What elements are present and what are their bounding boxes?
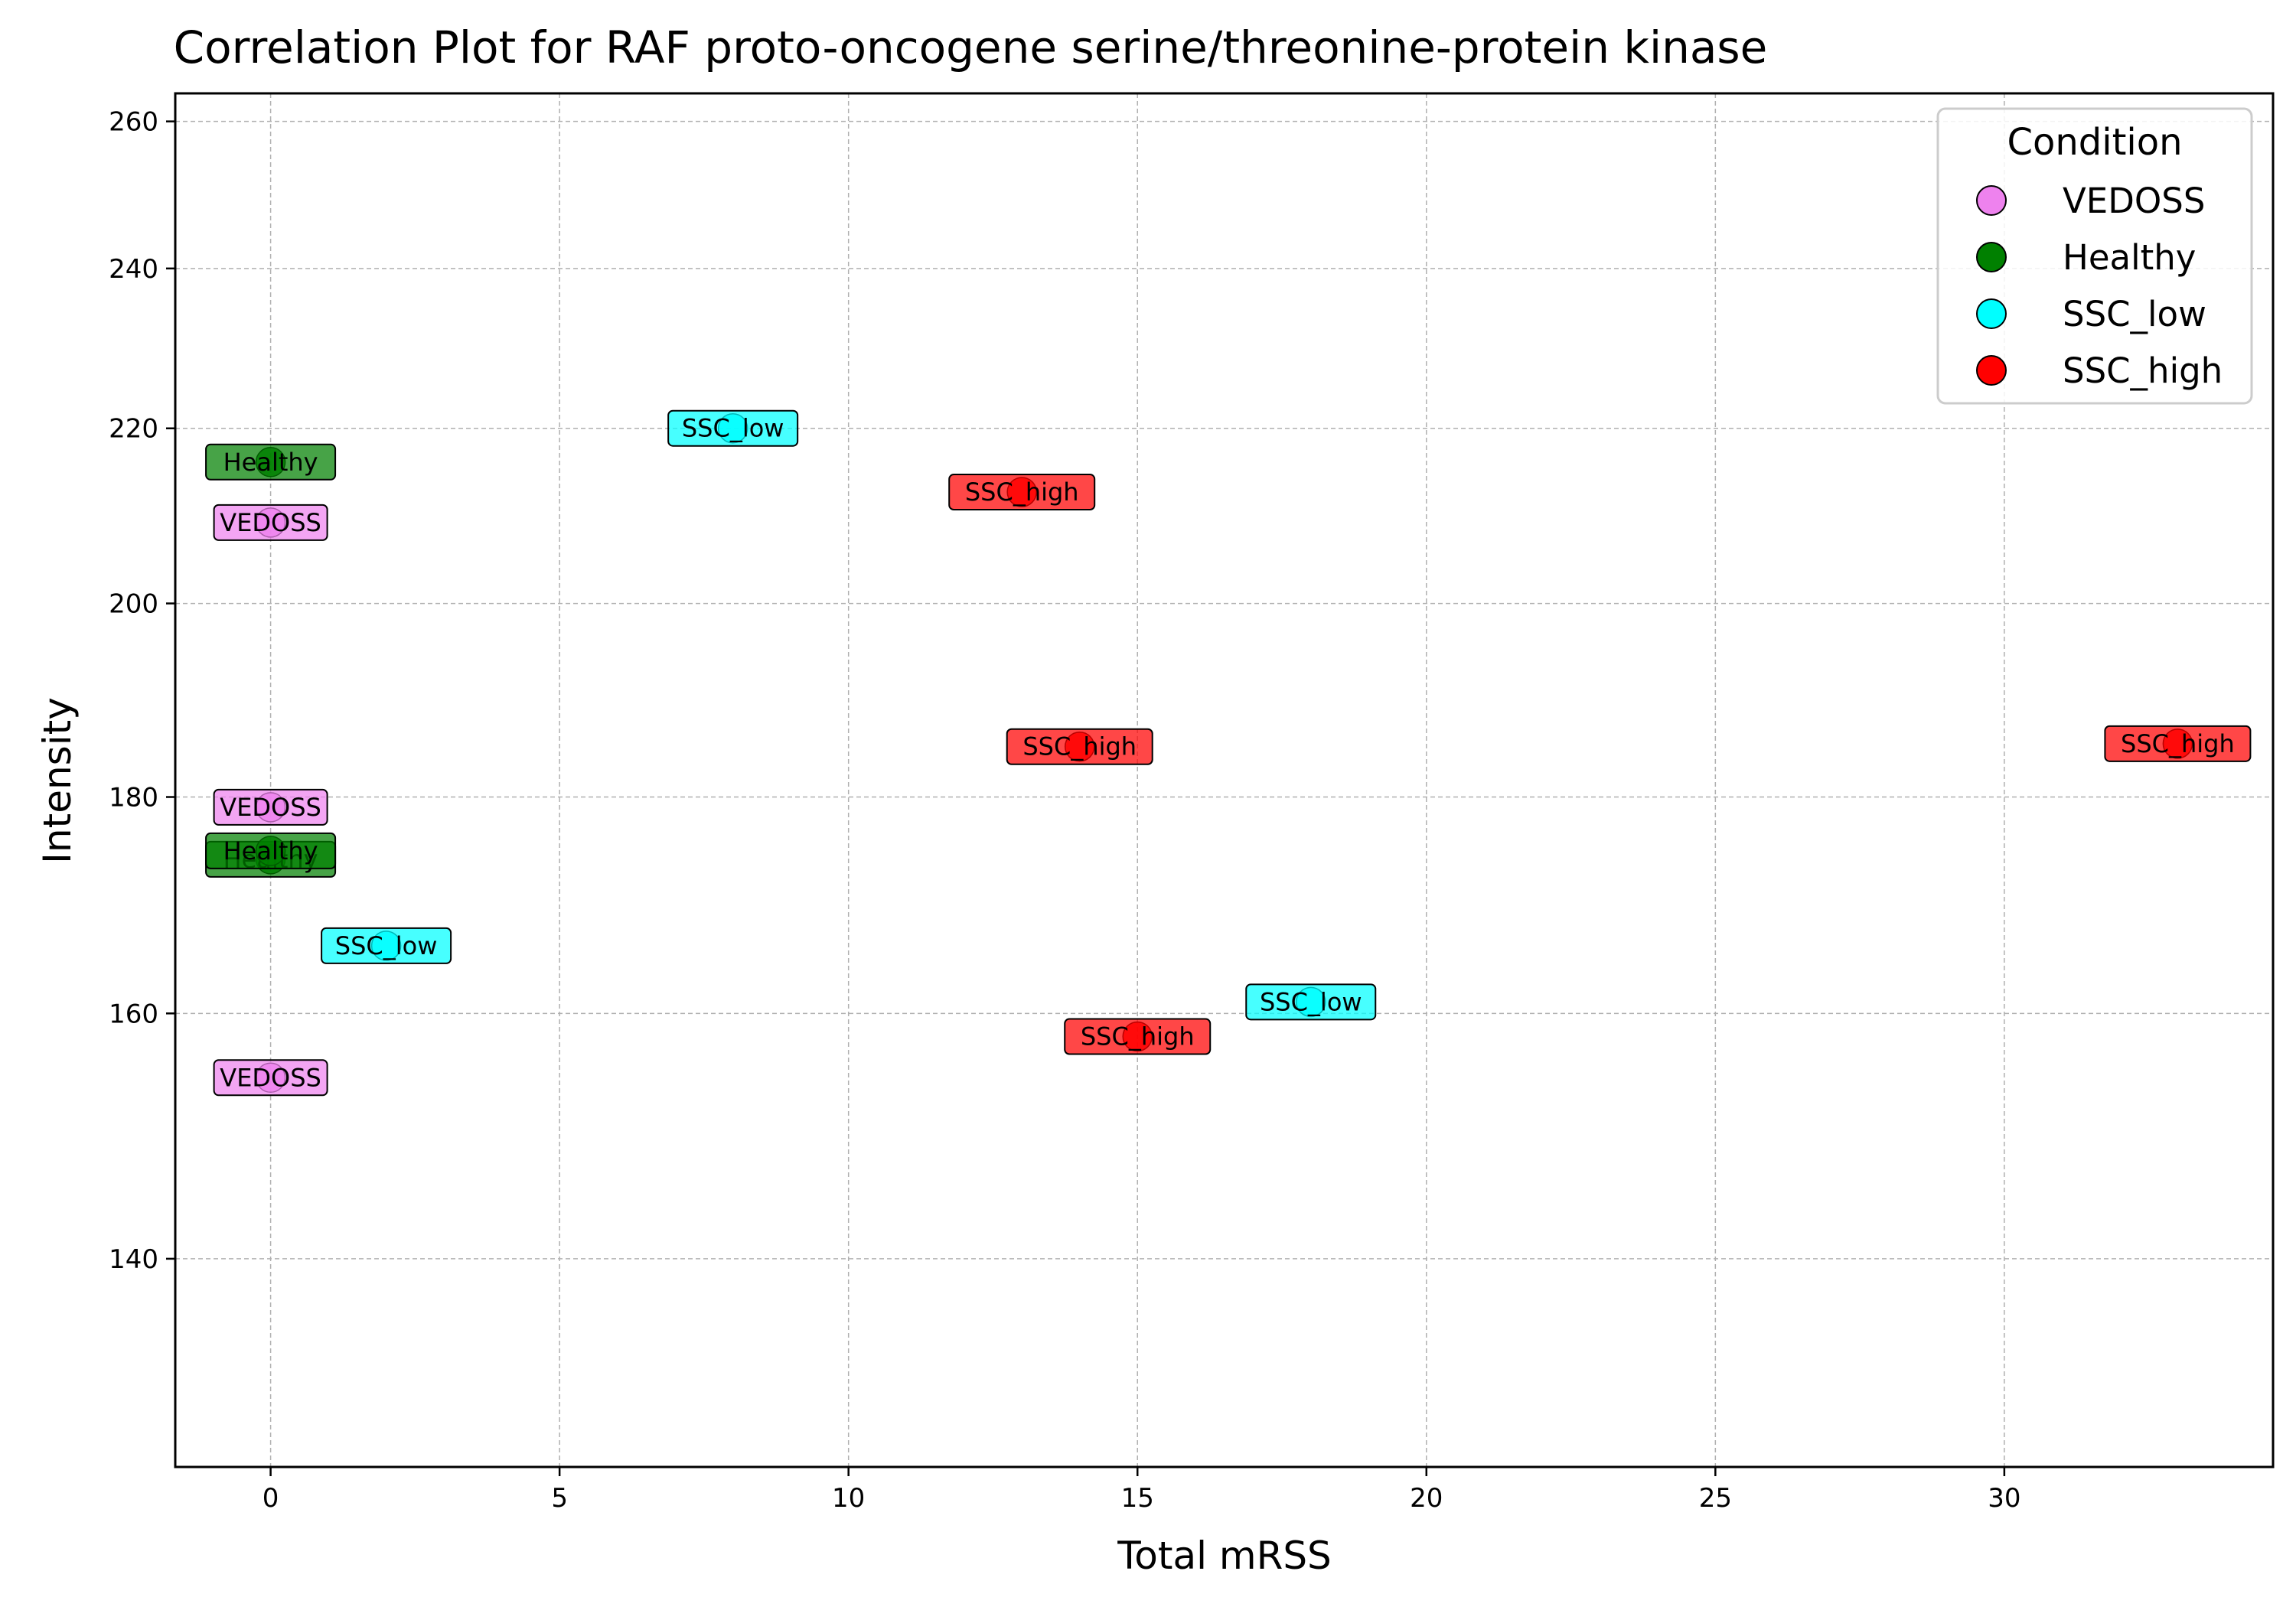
point-label-box — [213, 788, 328, 826]
plot-frame — [174, 92, 2275, 1468]
point-label-box — [321, 927, 452, 964]
point-label-box — [205, 832, 337, 869]
legend-box — [1936, 107, 2253, 405]
point-label-box — [1006, 728, 1153, 765]
point-label: SSC_low — [682, 414, 784, 443]
point-label: Healthy — [223, 448, 318, 477]
y-axis: 140 160 180 200 220 240 260 — [109, 107, 175, 1275]
y-tick-label: 180 — [109, 783, 158, 813]
point-label: SSC_high — [965, 478, 1079, 507]
x-tick-label: 15 — [1121, 1483, 1154, 1514]
point-label-box — [667, 409, 799, 447]
x-tick-label: 5 — [551, 1483, 568, 1514]
point-label: VEDOSS — [220, 1063, 321, 1092]
point-label: VEDOSS — [220, 793, 321, 822]
point-label: VEDOSS — [220, 508, 321, 537]
x-tick-label: 20 — [1410, 1483, 1443, 1514]
x-tick-label: 30 — [1988, 1483, 2020, 1514]
legend-title: Condition — [2007, 121, 2182, 164]
y-axis-label: Intensity — [35, 697, 80, 864]
point-label: SSC_low — [335, 931, 438, 960]
point-label-box — [1245, 983, 1377, 1021]
point-label-box — [2104, 725, 2252, 762]
gridlines — [175, 93, 2273, 1467]
chart-title: Correlation Plot for RAF proto-oncogene … — [174, 21, 1768, 73]
x-axis: 0 5 10 15 20 25 30 — [263, 1467, 2021, 1514]
legend-marker — [1976, 298, 2007, 329]
data-points: HealthyVEDOSSVEDOSSHealthyHealthyVEDOSSS… — [205, 409, 2252, 1097]
point-label: SSC_low — [1260, 987, 1362, 1016]
point-label-box — [213, 504, 328, 541]
x-axis-label: Total mRSS — [1117, 1534, 1332, 1578]
y-tick-label: 260 — [109, 107, 158, 138]
legend-entry-label: Healthy — [2063, 237, 2196, 278]
point-label: SSC_high — [1022, 732, 1137, 761]
point-label-box — [948, 474, 1096, 511]
point-label: Healthy — [223, 836, 318, 865]
legend: Condition VEDOSS Healthy SSC_low SSC_high — [1936, 107, 2253, 405]
x-tick-label: 25 — [1699, 1483, 1732, 1514]
x-tick-label: 0 — [263, 1483, 279, 1514]
point-label-box — [1064, 1018, 1212, 1055]
point-label-box — [213, 1059, 328, 1097]
y-tick-label: 220 — [109, 414, 158, 445]
point-label: SSC_high — [2121, 729, 2235, 758]
y-tick-label: 240 — [109, 254, 158, 285]
legend-marker — [1976, 242, 2007, 272]
y-tick-label: 140 — [109, 1244, 158, 1275]
y-tick-label: 160 — [109, 999, 158, 1029]
legend-entry-label: SSC_high — [2063, 350, 2223, 391]
legend-marker — [1976, 185, 2007, 216]
point-label-box — [205, 443, 337, 481]
x-tick-label: 10 — [832, 1483, 865, 1514]
point-label: SSC_high — [1081, 1022, 1195, 1051]
y-tick-label: 200 — [109, 589, 158, 620]
legend-marker — [1976, 355, 2007, 386]
legend-entry-label: VEDOSS — [2063, 181, 2205, 221]
legend-entry-label: SSC_low — [2063, 294, 2206, 334]
